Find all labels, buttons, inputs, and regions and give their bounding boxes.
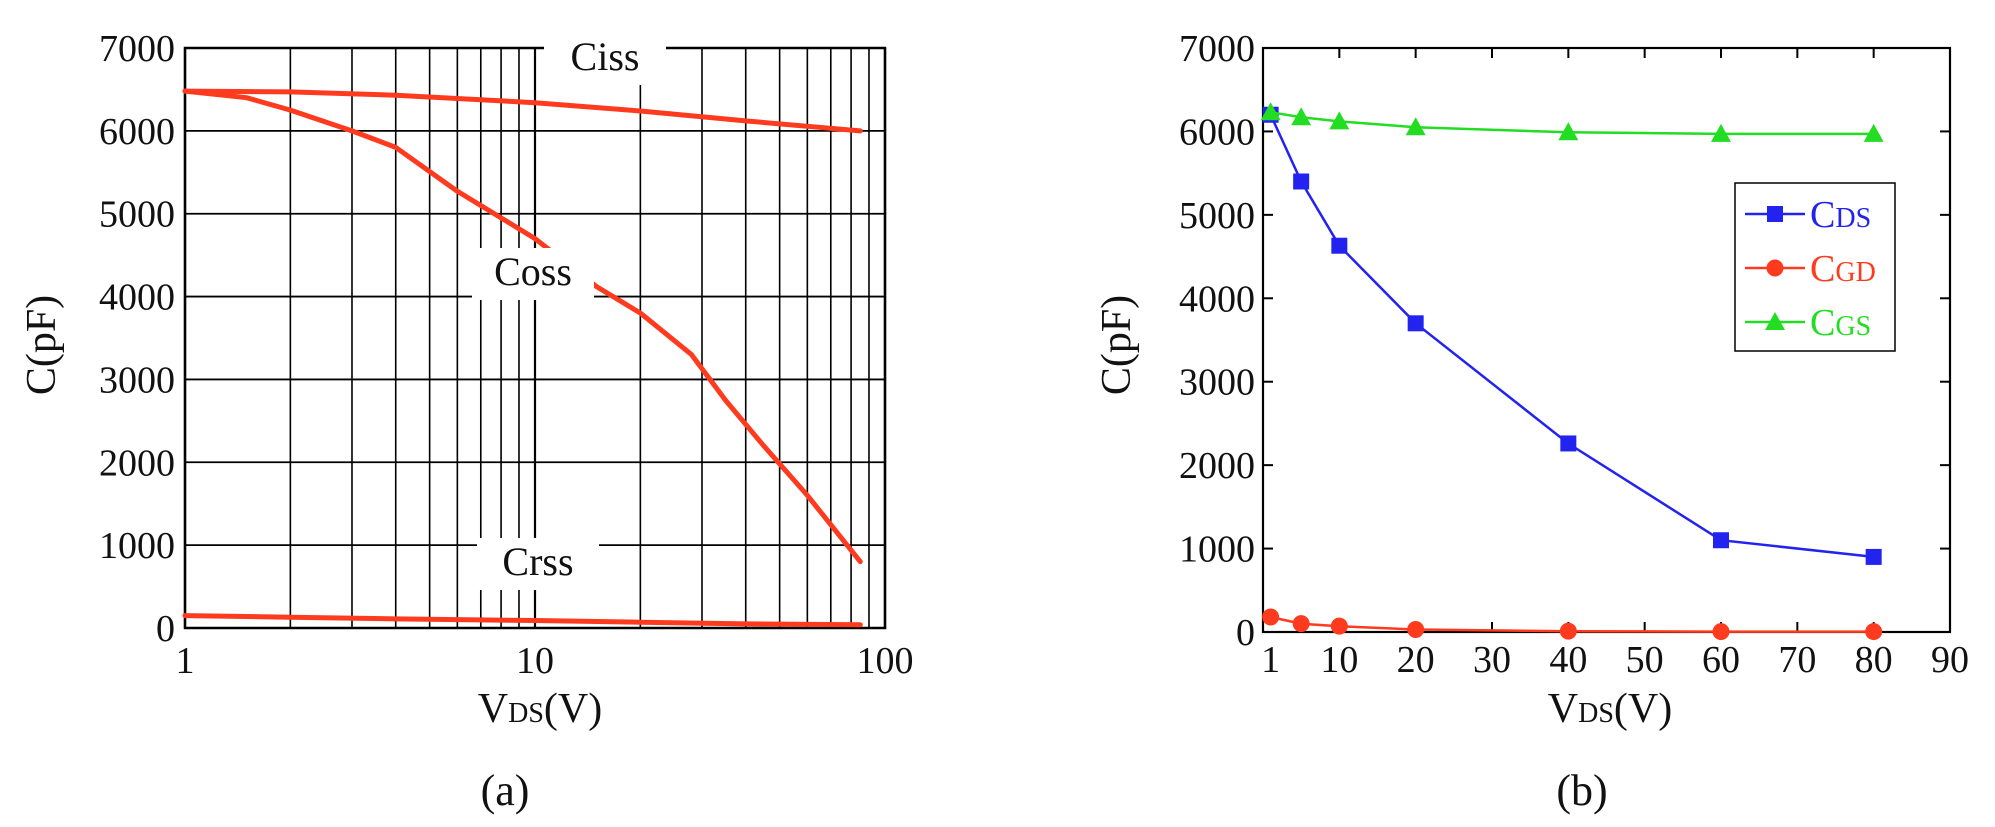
x-tick-label: 10: [516, 640, 554, 682]
data-point-cgd: [1559, 622, 1577, 640]
series-line-coss: [182, 88, 863, 565]
x-tick-label: 80: [1855, 639, 1893, 681]
y-tick-label: 1000: [1179, 529, 1255, 571]
x-tick-label: 30: [1473, 639, 1511, 681]
data-point-cgs: [1329, 111, 1350, 130]
data-point-cgs: [1711, 123, 1731, 142]
data-point-cgs: [1863, 123, 1884, 142]
legend-marker-cgd: [1766, 259, 1784, 277]
y-tick-label: 6000: [99, 111, 175, 153]
y-tick-label: 7000: [1179, 28, 1255, 70]
data-point-cgd: [1330, 617, 1348, 635]
legend-label-cgd: CGD: [1810, 248, 1876, 290]
data-point-cgd: [1292, 615, 1310, 633]
chart-b-legend: CDS CGD CGS: [1734, 182, 1896, 352]
data-point-cgd: [1712, 623, 1730, 641]
legend-marker-cgs: [1765, 312, 1785, 330]
data-point-cds: [1293, 173, 1310, 190]
y-tick-label: 0: [1236, 612, 1255, 654]
chart-b-y-axis-label: C(pF): [1094, 295, 1140, 395]
chart-a-grid: [183, 46, 887, 630]
legend-label-cgs: CGS: [1810, 302, 1871, 344]
x-tick-label: 90: [1931, 639, 1969, 681]
chart-a-y-axis-label: C(pF): [19, 295, 65, 395]
y-tick-label: 5000: [99, 194, 175, 236]
x-tick-label: 60: [1702, 639, 1740, 681]
chart-a-tick-labels: 0 1000 2000 3000 4000 5000 6000 7000 1 10 100: [99, 28, 914, 682]
data-point-cds: [1407, 315, 1424, 332]
y-tick-label: 3000: [99, 359, 175, 401]
curve-label-ciss: Ciss: [571, 34, 640, 79]
data-point-cgs: [1405, 117, 1426, 136]
chart-a-caption: (a): [481, 766, 530, 815]
curve-label-bg: [477, 538, 599, 590]
curve-label-bg: [544, 33, 666, 85]
y-tick-label: 4000: [99, 277, 175, 319]
data-point-cds: [1713, 532, 1729, 549]
data-point-cgd: [1865, 623, 1883, 641]
series-line-ciss: [182, 88, 863, 134]
y-tick-label: 6000: [1179, 111, 1255, 153]
data-point-cgs: [1260, 102, 1281, 121]
y-tick-label: 3000: [1179, 362, 1255, 404]
y-tick-label: 7000: [99, 28, 175, 70]
curve-label-bg: [472, 248, 594, 300]
x-tick-label: 50: [1626, 639, 1664, 681]
x-tick-label: 40: [1549, 639, 1587, 681]
plot-frame: [183, 46, 887, 630]
data-point-cgd: [1407, 620, 1425, 638]
data-point-cgd: [1262, 608, 1280, 626]
data-point-cds: [1331, 237, 1348, 254]
chart-b-x-axis-label: VDS(V): [1548, 686, 1672, 732]
data-point-cgs: [1291, 107, 1312, 126]
x-tick-label: 70: [1778, 639, 1816, 681]
legend-label-cds: CDS: [1810, 194, 1871, 236]
chart-a-curves: [182, 88, 863, 628]
x-tick-label: 10: [1320, 639, 1358, 681]
y-tick-label: 0: [156, 608, 175, 650]
x-tick-label: 20: [1397, 639, 1435, 681]
data-point-cds: [1560, 435, 1577, 452]
x-tick-label: 100: [857, 640, 914, 682]
y-tick-label: 5000: [1179, 195, 1255, 237]
x-tick-label: 1: [1261, 639, 1280, 681]
y-tick-label: 2000: [99, 442, 175, 484]
chart-a-curve-labels: Ciss Coss Crss: [472, 33, 666, 590]
legend-marker-cds: [1767, 206, 1783, 222]
y-tick-label: 2000: [1179, 445, 1255, 487]
x-tick-label: 1: [176, 640, 195, 682]
chart-a: Ciss Coss Crss 0 1000 2000 3000 4000 5000 6000 70…: [19, 28, 914, 815]
chart-b: 0 1000 2000 3000 4000 5000 6000 7000 1 10 20 30 40 50…: [1094, 28, 1969, 815]
chart-b-series: [1260, 102, 1884, 641]
y-tick-label: 4000: [1179, 278, 1255, 320]
curve-label-crss: Crss: [502, 539, 573, 584]
curve-label-coss: Coss: [494, 249, 572, 294]
chart-b-caption: (b): [1556, 766, 1607, 815]
series-line-crss: [182, 613, 863, 628]
y-tick-label: 1000: [99, 525, 175, 567]
data-point-cgs: [1558, 122, 1579, 141]
chart-a-x-axis-label: VDS(V): [478, 686, 602, 732]
chart-b-tick-labels: 0 1000 2000 3000 4000 5000 6000 7000 1 10 20 30 40 50…: [1179, 28, 1969, 681]
data-point-cds: [1865, 548, 1882, 565]
